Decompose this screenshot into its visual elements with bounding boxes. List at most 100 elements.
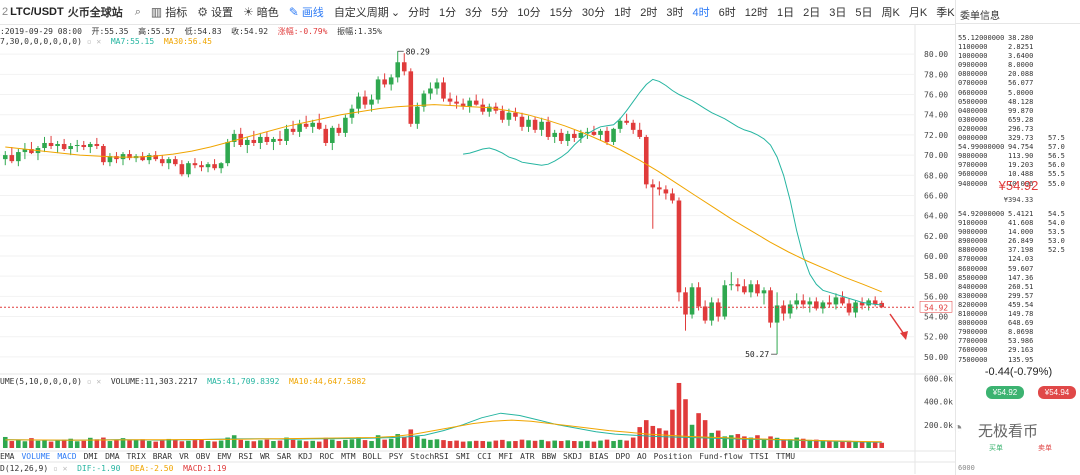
period-tab[interactable]: 1时	[614, 7, 632, 19]
orderbook-row[interactable]: 8700000 124.03	[958, 255, 1080, 264]
orderbook-row[interactable]: 0200000 296.73	[958, 125, 1080, 134]
period-tab[interactable]: 月K	[908, 7, 928, 19]
candlestick-chart[interactable]: 80.00 78.00 76.00 74.00 72.00 70.00 68.00 66.00…	[0, 24, 955, 474]
indicator-tab[interactable]: DMA	[105, 452, 120, 461]
period-tab[interactable]: 周K	[881, 7, 900, 19]
period-tab[interactable]: 3分	[465, 7, 483, 19]
indicator-tab[interactable]: VOLUME	[21, 452, 51, 461]
period-tab[interactable]: 6时	[718, 7, 736, 19]
indicator-tab[interactable]: CCI	[477, 452, 492, 461]
orderbook-row[interactable]: 0900000 8.0000	[958, 61, 1080, 70]
period-tab[interactable]: 1日	[777, 7, 795, 19]
orderbook-row[interactable]: 1100000 2.8251	[958, 43, 1080, 52]
orderbook-row[interactable]: 54.99000000 94.754 57.0	[958, 143, 1080, 152]
orderbook-row[interactable]: 8400000 260.51	[958, 283, 1080, 292]
orderbook-row[interactable]: 9000000 14.000 53.5	[958, 228, 1080, 237]
indicator-tab[interactable]: AO	[637, 452, 647, 461]
orderbook-row[interactable]: 9800000 113.90 56.5	[958, 152, 1080, 161]
theme-button[interactable]: ☀ 暗色	[242, 5, 279, 19]
indicator-tab[interactable]: ROC	[319, 452, 335, 461]
period-tab[interactable]: 12时	[744, 7, 769, 19]
orderbook-row[interactable]: 8600000 59.607	[958, 265, 1080, 274]
search-icon[interactable]: ⌕	[134, 5, 141, 18]
orderbook-row[interactable]: 8200000 459.54	[958, 301, 1080, 310]
orderbook-row[interactable]: 0700000 56.077	[958, 79, 1080, 88]
indicator-tab[interactable]: BRAR	[152, 452, 173, 461]
custom-period-dropdown[interactable]: 自定义周期 ⌄	[333, 6, 401, 20]
indicator-tab[interactable]: SKDJ	[563, 452, 583, 461]
period-tab[interactable]: 5分	[491, 7, 509, 19]
period-tab[interactable]: 15分	[549, 7, 573, 19]
indicator-tab[interactable]: SMI	[455, 452, 471, 461]
period-tab[interactable]: 2日	[803, 7, 821, 19]
price-change: -0.44(-0.79%)	[984, 366, 1053, 378]
orderbook-row[interactable]: 9600000 10.488 55.5	[958, 170, 1080, 179]
orderbook-row[interactable]: 0400000 99.870	[958, 107, 1080, 116]
indicator-tab[interactable]: PSY	[388, 452, 404, 461]
orderbook-row[interactable]: 8500000 147.36	[958, 274, 1080, 283]
orderbook-row[interactable]: 55.12000000 38.280	[958, 34, 1080, 43]
indicator-tab[interactable]: MFI	[498, 452, 514, 461]
indicator-tab[interactable]: WR	[260, 452, 270, 461]
indicator-tab[interactable]: EMV	[217, 452, 232, 461]
indicator-tab[interactable]: BOLL	[362, 452, 382, 461]
orderbook-row[interactable]: 8300000 299.57	[958, 292, 1080, 301]
indicator-tab[interactable]: StochRSI	[410, 452, 449, 461]
orderbook-row[interactable]: 0600000 5.0000	[958, 89, 1080, 98]
period-tab[interactable]: 2时	[640, 7, 658, 19]
period-tab[interactable]: 分时	[408, 7, 431, 19]
orderbook-row[interactable]: 7900000 8.0698	[958, 328, 1080, 337]
orderbook-row[interactable]: 7700000 53.986	[958, 337, 1080, 346]
orderbook-row[interactable]: 0000000 329.73 57.5	[958, 134, 1080, 143]
ma-settings-icon[interactable]: ▫ ✕	[86, 37, 102, 46]
orderbook-row[interactable]: 0800000 20.088	[958, 70, 1080, 79]
indicator-tab[interactable]: MTM	[341, 452, 356, 461]
indicator-tab[interactable]: BBW	[541, 452, 557, 461]
period-tab[interactable]: 5日	[855, 7, 873, 19]
indicator-tab[interactable]: TTSI	[749, 452, 769, 461]
indicator-tab[interactable]: ATR	[520, 452, 535, 461]
indicator-button[interactable]: ▥ 指标	[150, 5, 188, 19]
orderbook-row[interactable]: 0300000 659.28	[958, 116, 1080, 125]
indicator-tab[interactable]: VR	[179, 452, 189, 461]
indicator-tab[interactable]: EMA	[0, 452, 15, 461]
macd-settings-icon[interactable]: ▫ ✕	[53, 464, 68, 473]
period-tab[interactable]: 4时	[692, 7, 710, 19]
settings-button[interactable]: ⚙ 设置	[197, 5, 233, 19]
orderbook-row[interactable]: 7500000 135.95	[958, 356, 1080, 365]
orderbook-row[interactable]: 54.92000000 5.4121 54.5	[958, 210, 1080, 219]
indicator-tab[interactable]: DPO	[615, 452, 631, 461]
volume-settings-icon[interactable]: ▫ ✕	[86, 377, 102, 386]
orderbook-row[interactable]: 9100000 41.608 54.0	[958, 219, 1080, 228]
indicator-tab[interactable]: MACD	[57, 452, 77, 461]
indicator-tab[interactable]: TTMU	[775, 452, 796, 461]
period-tab[interactable]: 3日	[829, 7, 847, 19]
period-tab[interactable]: 1分	[439, 7, 457, 19]
orderbook-row[interactable]: 1000000 3.6400	[958, 52, 1080, 61]
period-tab[interactable]: 3时	[666, 7, 684, 19]
indicator-tab[interactable]: DMI	[83, 452, 99, 461]
indicator-tab[interactable]: TRIX	[126, 452, 146, 461]
draw-button[interactable]: ✎ 画线	[288, 5, 324, 19]
orderbook-row[interactable]: 9700000 19.203 56.0	[958, 161, 1080, 170]
volume-bar	[153, 441, 158, 448]
orderbook-row[interactable]: 8900000 26.849 53.0	[958, 237, 1080, 246]
orderbook-row[interactable]: 7600000 29.163	[958, 346, 1080, 355]
buy-price-button[interactable]: ¥54.92	[986, 386, 1024, 399]
indicator-tab[interactable]: SAR	[276, 452, 292, 461]
period-tab[interactable]: 季K	[936, 7, 955, 19]
orderbook-row[interactable]: 8800000 37.198 52.5	[958, 246, 1080, 255]
orderbook-row[interactable]: 9400000 10.096 55.0	[958, 180, 1080, 189]
orderbook-row[interactable]: 0500000 48.128	[958, 98, 1080, 107]
indicator-tab[interactable]: BIAS	[589, 452, 609, 461]
orderbook-row[interactable]: 8000000 648.69	[958, 319, 1080, 328]
orderbook-row[interactable]: 8100000 149.78	[958, 310, 1080, 319]
period-tab[interactable]: 10分	[517, 7, 541, 19]
indicator-tab[interactable]: RSI	[238, 452, 254, 461]
indicator-tab[interactable]: Position	[653, 452, 693, 461]
indicator-tab[interactable]: OBV	[195, 452, 211, 461]
period-tab[interactable]: 30分	[581, 7, 606, 19]
sell-price-button[interactable]: ¥54.94	[1038, 386, 1076, 399]
indicator-tab[interactable]: Fund-flow	[699, 452, 743, 461]
indicator-tab[interactable]: KDJ	[298, 452, 313, 461]
